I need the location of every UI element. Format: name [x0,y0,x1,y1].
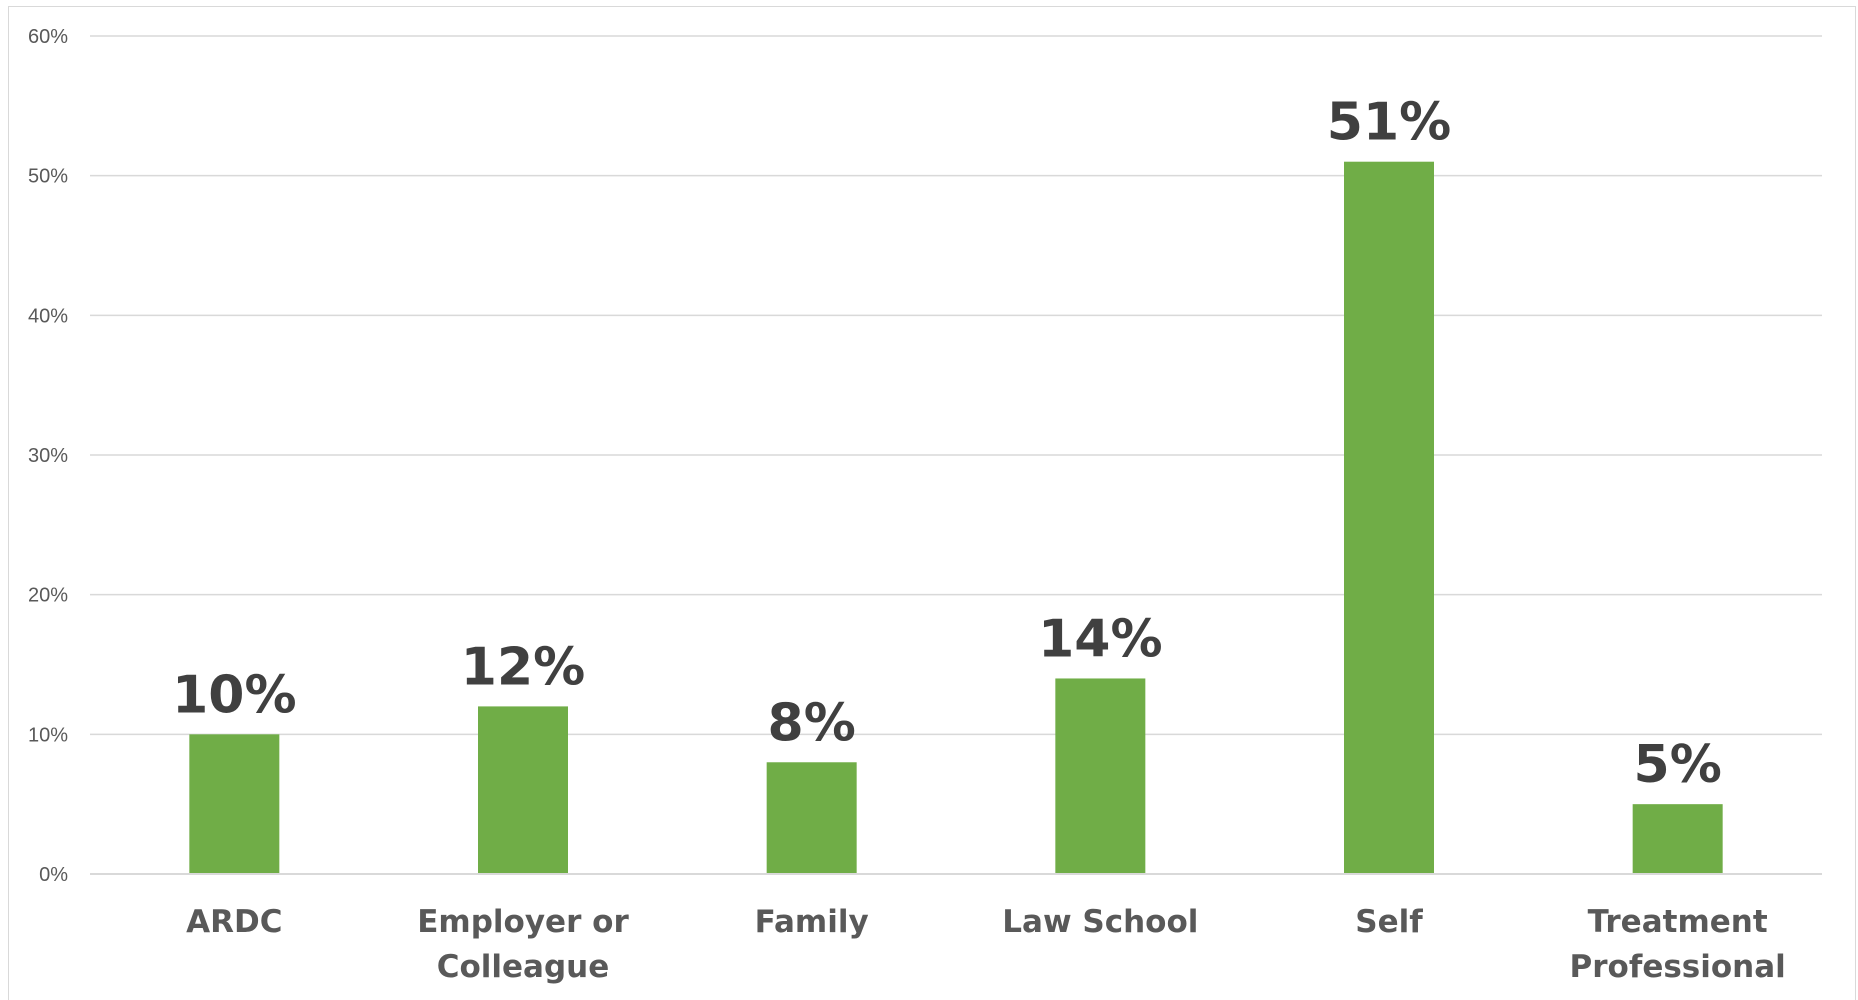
x-category-label: Family [755,904,869,940]
x-category-label: Employer or Colleague [417,904,629,985]
y-tick-label: 40% [28,305,68,327]
x-category-label: Law School [1002,904,1198,940]
bar [1632,804,1723,874]
x-category-label: Treatment Professional [1570,904,1786,985]
y-tick-label: 60% [28,26,68,48]
bar [189,734,280,874]
data-label: 10% [172,665,296,725]
bar [1055,678,1146,874]
y-tick-label: 50% [28,166,68,188]
data-label: 51% [1327,93,1451,153]
y-tick-label: 20% [28,585,68,607]
bar [1344,161,1434,874]
y-tick-label: 30% [28,445,68,467]
chart-frame [8,6,1856,1000]
bar [478,706,568,874]
x-category-label: ARDC [186,904,282,940]
y-tick-label: 10% [28,724,68,746]
y-tick-label: 0% [39,864,68,886]
data-label: 5% [1634,735,1722,795]
bar [766,762,857,874]
data-label: 12% [461,637,585,697]
x-category-label: Self [1355,904,1423,940]
data-label: 14% [1038,609,1162,669]
data-label: 8% [768,693,856,753]
